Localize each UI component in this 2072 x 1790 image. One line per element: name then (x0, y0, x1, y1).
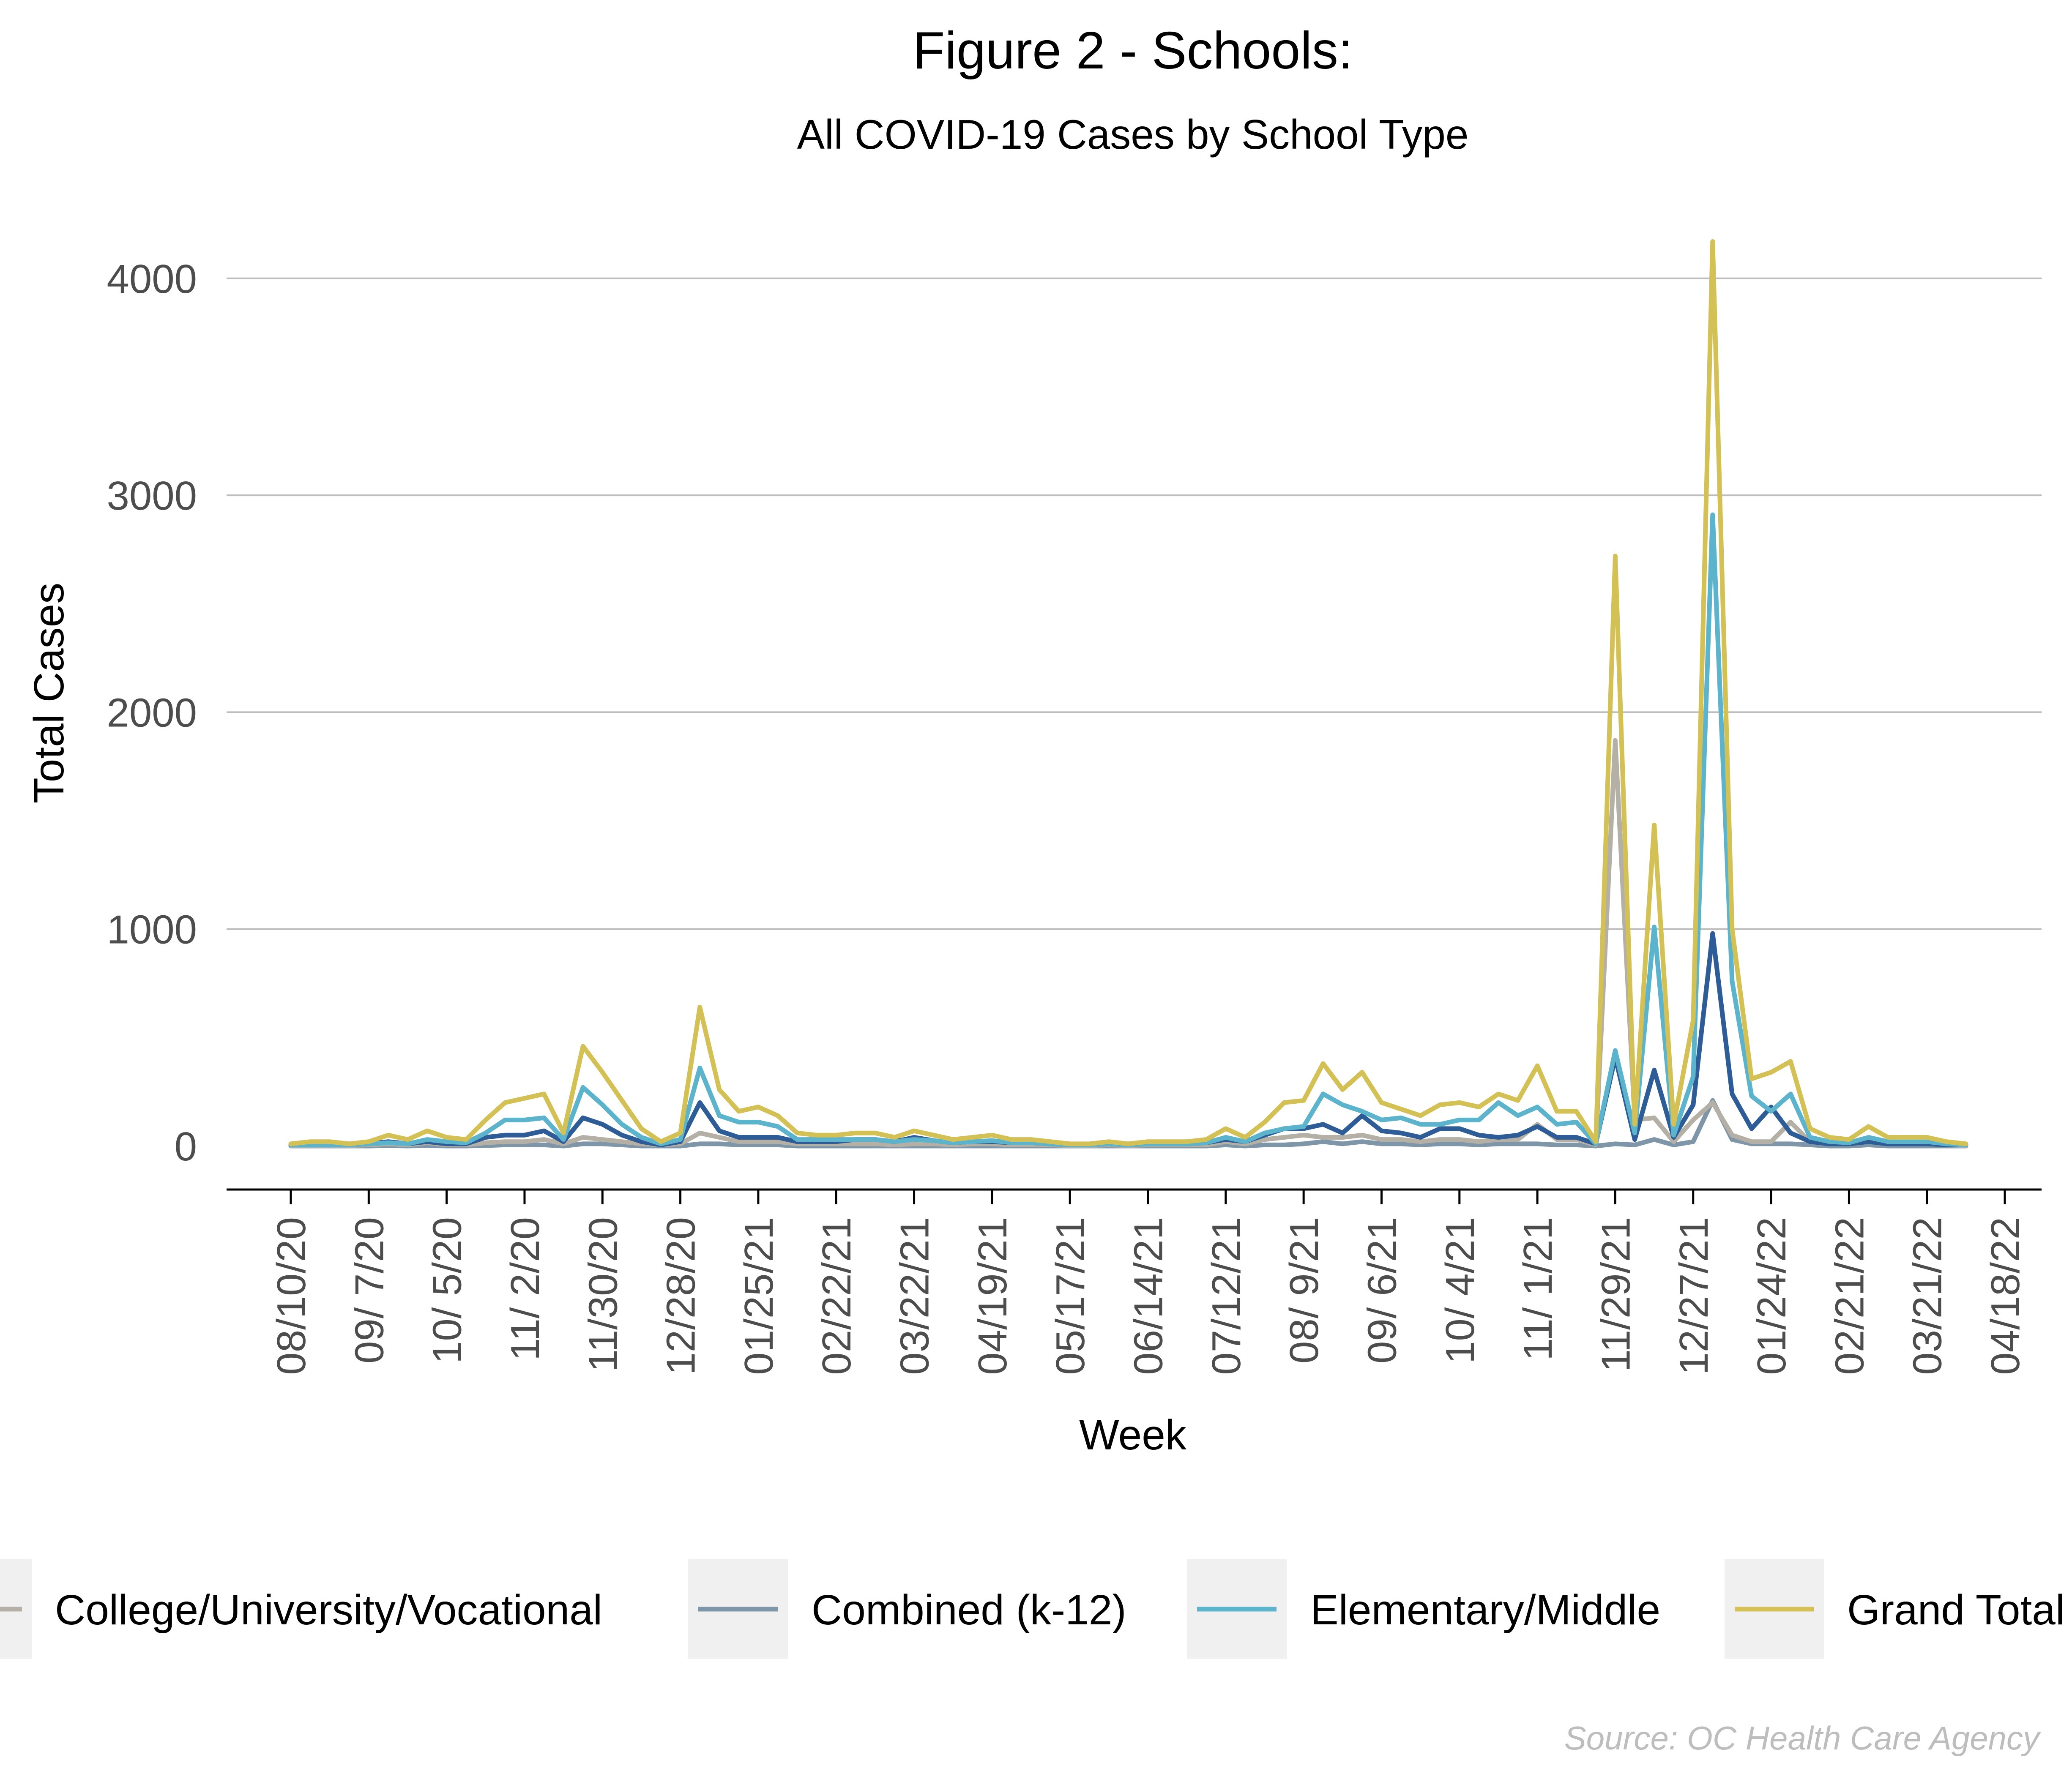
y-tick-label: 1000 (107, 907, 197, 952)
x-tick-label: 10/ 4/21 (1438, 1217, 1483, 1364)
x-tick-label: 11/29/21 (1593, 1217, 1638, 1372)
x-tick-label: 08/ 9/21 (1282, 1217, 1327, 1364)
x-tick-label: 09/ 6/21 (1359, 1217, 1405, 1364)
legend: College/University/Vocational Combined (k… (0, 1559, 2065, 1659)
x-tick-label: 11/30/20 (580, 1217, 626, 1372)
gridlines (227, 277, 2042, 930)
x-tick-label: 08/10/20 (269, 1217, 314, 1375)
source-note: Source: OC Health Care Agency (1564, 1719, 2041, 1757)
y-axis-label: Total Cases (25, 583, 73, 803)
x-tick-label: 05/17/21 (1048, 1217, 1093, 1375)
x-tick-label: 12/28/20 (659, 1217, 704, 1375)
legend-label: Grand Total (1847, 1586, 2065, 1634)
x-tick-label: 12/27/21 (1671, 1217, 1717, 1375)
legend-label: College/University/Vocational (55, 1586, 602, 1634)
x-tick-label: 11/ 1/21 (1515, 1217, 1561, 1361)
x-tick-label: 02/21/22 (1827, 1217, 1872, 1375)
x-tick-label: 06/14/21 (1126, 1217, 1171, 1375)
y-tick-label: 3000 (107, 473, 197, 518)
x-tick-label: 04/18/22 (1983, 1217, 2028, 1375)
x-tick-label: 02/22/21 (814, 1217, 859, 1375)
y-tick-label: 0 (175, 1124, 197, 1169)
x-tick-label: 07/12/21 (1204, 1217, 1249, 1375)
x-tick-label: 09/ 7/20 (347, 1217, 392, 1364)
chart-title: Figure 2 - Schools: (913, 22, 1353, 80)
x-axis-label: Week (1079, 1411, 1187, 1459)
x-tick-label: 11/ 2/20 (503, 1217, 548, 1361)
chart-subtitle: All COVID-19 Cases by School Type (797, 111, 1469, 158)
x-tick-label: 01/25/21 (736, 1217, 782, 1375)
series-lines (288, 239, 1968, 1149)
y-axis-tick-labels: 0 1000 2000 3000 4000 (107, 256, 197, 1169)
x-axis-ticks: 08/10/20 09/ 7/20 10/ 5/20 11/ 2/20 11/30/20… (269, 1190, 2028, 1375)
legend-label: Elementary/Middle (1310, 1586, 1660, 1634)
x-tick-label: 03/21/22 (1905, 1217, 1950, 1375)
y-tick-label: 2000 (107, 690, 197, 735)
x-tick-label: 03/22/21 (892, 1217, 938, 1375)
legend-label: Combined (k-12) (812, 1586, 1126, 1634)
y-tick-label: 4000 (107, 256, 197, 302)
x-tick-label: 10/ 5/20 (425, 1217, 470, 1364)
x-tick-label: 01/24/22 (1749, 1217, 1794, 1375)
x-tick-label: 04/19/21 (970, 1217, 1015, 1375)
series-line-grand-total-0 (288, 239, 1968, 1146)
